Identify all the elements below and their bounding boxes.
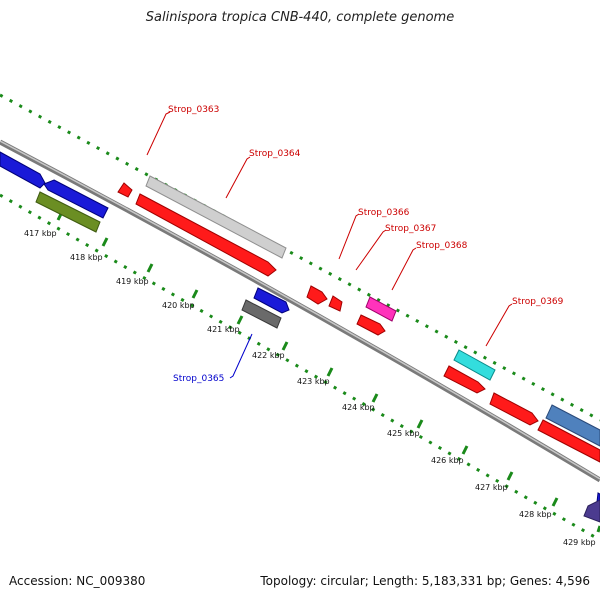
- leader-line-0368: [391, 247, 417, 291]
- tick-mark: [371, 393, 379, 403]
- gene-label-0364[interactable]: Strop_0364: [249, 149, 301, 159]
- leader-line-0369: [485, 303, 513, 347]
- label-leaders: [146, 111, 513, 379]
- tick-label: 417 kbp: [24, 229, 57, 238]
- gene-arrow-blue[interactable]: [0, 151, 46, 189]
- tick-label: 420 kbp: [162, 301, 195, 310]
- gene-arrow-blue[interactable]: [43, 179, 109, 219]
- gene-arrow-cyan[interactable]: [453, 349, 496, 381]
- gene-arrow-red-0367[interactable]: [328, 295, 343, 312]
- tick-labels: 417 kbp 418 kbp 419 kbp 420 kbp 421 kbp …: [24, 229, 596, 547]
- gene-features: [0, 151, 600, 523]
- gene-arrow-red-0368[interactable]: [356, 314, 386, 336]
- tick-label: 419 kbp: [116, 277, 149, 286]
- tick-mark: [236, 315, 244, 325]
- genome-summary: Topology: circular; Length: 5,183,331 bp…: [260, 574, 590, 588]
- tick-label: 428 kbp: [519, 510, 552, 519]
- accession-label: Accession: NC_009380: [9, 574, 146, 588]
- gene-arrow-red-0369[interactable]: [443, 365, 486, 394]
- genome-backbone: [0, 139, 600, 483]
- tick-mark: [461, 445, 469, 455]
- leader-line-0367: [355, 229, 387, 271]
- gene-labels: Strop_0363 Strop_0364 Strop_0365 Strop_0…: [168, 105, 564, 384]
- gene-arrow-blue-0365[interactable]: [253, 287, 290, 314]
- leader-line-0366: [338, 213, 360, 260]
- gene-arrow-red-0366[interactable]: [306, 285, 328, 305]
- gene-arrow-lightgray[interactable]: [145, 175, 287, 259]
- tick-marks: [56, 211, 600, 533]
- gene-label-0367[interactable]: Strop_0367: [385, 224, 436, 234]
- gene-arrow-purple[interactable]: [583, 499, 600, 523]
- leader-line-0363: [146, 111, 171, 156]
- tick-mark: [416, 419, 424, 429]
- gene-label-0366[interactable]: Strop_0366: [358, 208, 410, 218]
- tick-label: 426 kbp: [431, 456, 464, 465]
- gene-arrow-olive[interactable]: [35, 191, 101, 233]
- gene-label-0363[interactable]: Strop_0363: [168, 105, 219, 115]
- tick-mark: [551, 497, 559, 507]
- tick-label: 425 kbp: [387, 429, 420, 438]
- tick-label: 418 kbp: [70, 253, 103, 262]
- leader-line-0364: [225, 156, 251, 199]
- tick-mark: [326, 367, 334, 377]
- tick-mark: [146, 263, 154, 273]
- tick-label: 421 kbp: [207, 325, 240, 334]
- gene-arrow-red[interactable]: [489, 392, 539, 426]
- tick-label: 422 kbp: [252, 351, 285, 360]
- gene-arrow-red[interactable]: [537, 419, 600, 463]
- gene-arrow-steelblue[interactable]: [545, 404, 600, 447]
- gene-arrow-red-small[interactable]: [117, 182, 133, 198]
- tick-label: 429 kbp: [563, 538, 596, 547]
- tick-mark: [506, 471, 514, 481]
- tick-label: 424 kbp: [342, 403, 375, 412]
- leader-line-0365: [229, 333, 253, 379]
- gene-arrow-magenta[interactable]: [365, 296, 397, 322]
- tick-mark: [281, 341, 289, 351]
- gene-label-0369[interactable]: Strop_0369: [512, 297, 564, 307]
- tick-mark: [191, 289, 199, 299]
- map-title: Salinispora tropica CNB-440, complete ge…: [145, 10, 455, 25]
- tick-mark: [101, 237, 109, 247]
- gene-label-0365[interactable]: Strop_0365: [173, 374, 224, 384]
- lower-dotted-track: [0, 193, 600, 542]
- gene-label-0368[interactable]: Strop_0368: [416, 241, 468, 251]
- genome-backbone-highlight: [0, 140, 600, 480]
- gene-arrow-darkgray[interactable]: [241, 299, 282, 329]
- upper-dotted-track: [0, 93, 600, 422]
- tick-label: 427 kbp: [475, 483, 508, 492]
- gene-arrow-red-long[interactable]: [135, 193, 277, 277]
- tick-label: 423 kbp: [297, 377, 330, 386]
